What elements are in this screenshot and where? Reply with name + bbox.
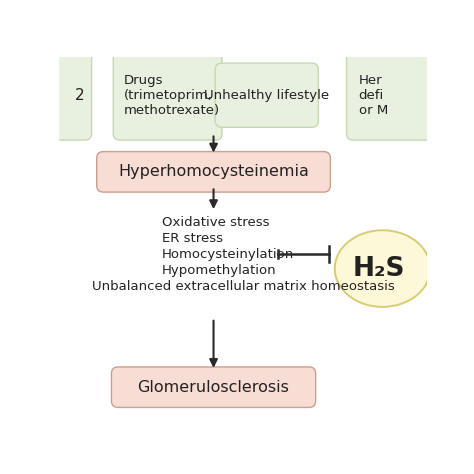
Text: Her
defi
or M: Her defi or M <box>359 73 388 117</box>
Text: ER stress: ER stress <box>162 232 223 245</box>
Text: Glomerulosclerosis: Glomerulosclerosis <box>137 380 290 395</box>
Text: Hypomethylation: Hypomethylation <box>162 264 277 276</box>
FancyBboxPatch shape <box>113 50 222 140</box>
Text: Unhealthy lifestyle: Unhealthy lifestyle <box>204 89 329 102</box>
Text: Hyperhomocysteinemia: Hyperhomocysteinemia <box>118 164 309 179</box>
Text: 2: 2 <box>74 88 84 103</box>
FancyBboxPatch shape <box>215 63 319 128</box>
FancyBboxPatch shape <box>346 50 455 140</box>
Text: Oxidative stress: Oxidative stress <box>162 217 270 229</box>
FancyBboxPatch shape <box>31 50 91 140</box>
Text: H₂S: H₂S <box>353 255 405 282</box>
FancyBboxPatch shape <box>97 152 330 192</box>
FancyBboxPatch shape <box>111 367 316 408</box>
Text: Homocysteinylation: Homocysteinylation <box>162 248 294 261</box>
Ellipse shape <box>335 230 430 307</box>
Text: Unbalanced extracellular matrix homeostasis: Unbalanced extracellular matrix homeosta… <box>92 280 395 293</box>
Text: Drugs
(trimetoprim,
methotrexate): Drugs (trimetoprim, methotrexate) <box>124 73 219 117</box>
